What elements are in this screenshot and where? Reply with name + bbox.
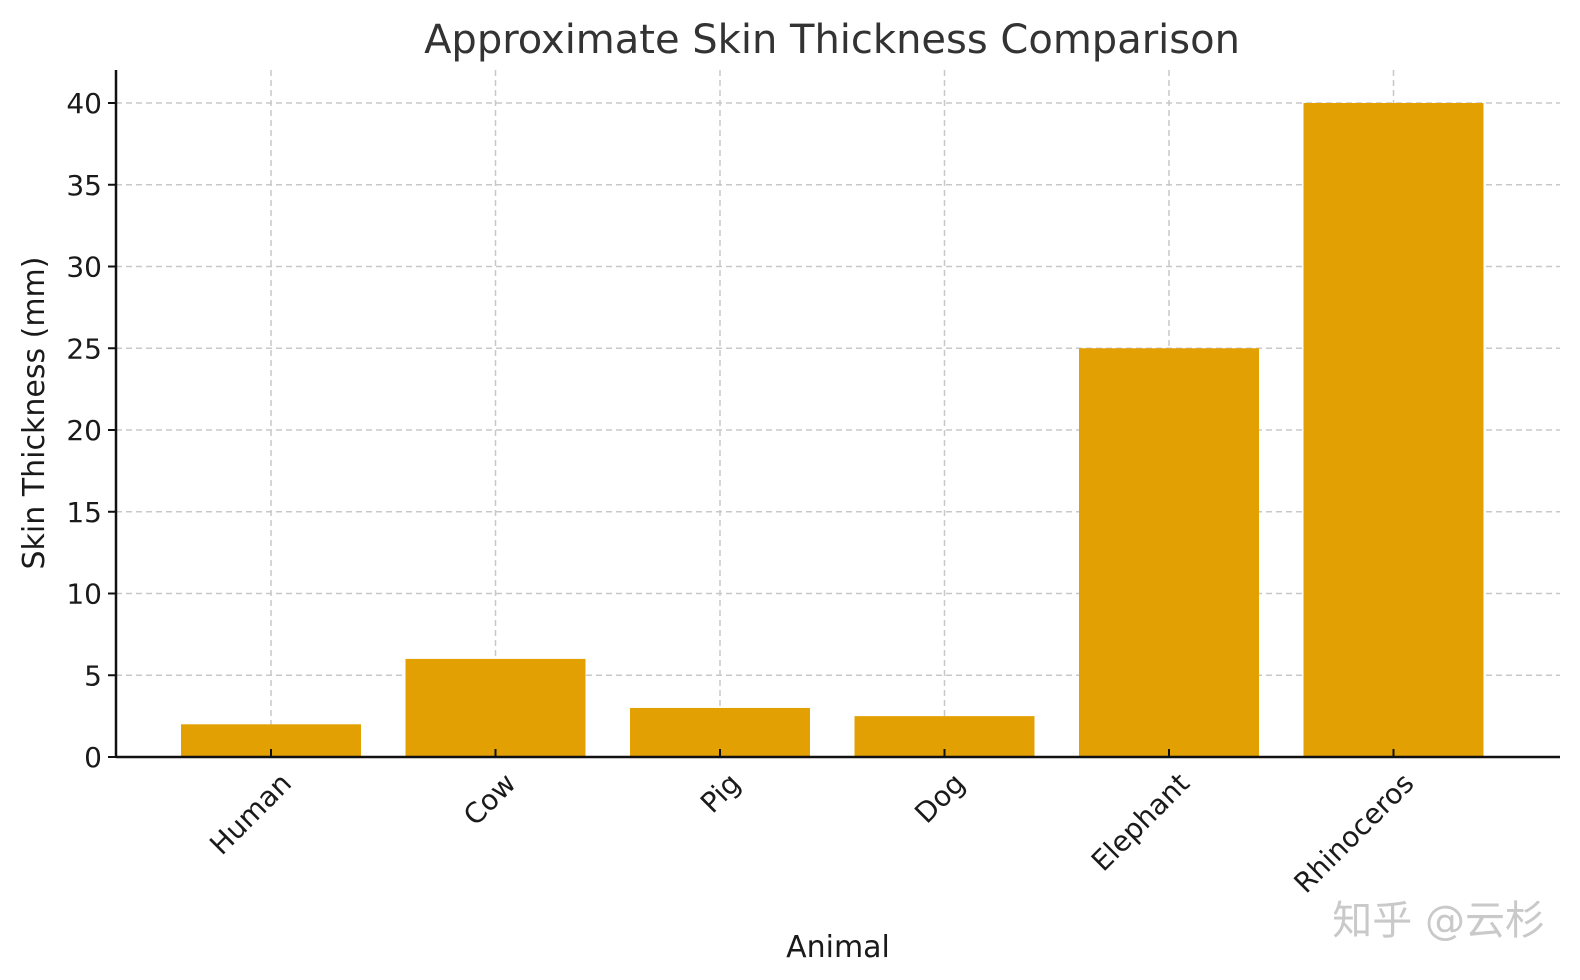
- y-tick-label: 35: [66, 169, 102, 202]
- y-tick-label: 5: [84, 659, 102, 692]
- x-ticks: Human Cow Pig Dog Elephant Rhinoceros: [203, 749, 1420, 900]
- x-tick-label: Pig: [694, 767, 747, 820]
- x-tick-label: Rhinoceros: [1287, 767, 1420, 900]
- bar-rhinoceros: [1303, 103, 1484, 757]
- y-tick-label: 15: [66, 496, 102, 529]
- bar-elephant: [1079, 348, 1259, 757]
- x-tick-label: Elephant: [1085, 767, 1196, 878]
- y-tick-label: 40: [66, 87, 102, 120]
- x-tick-label: Dog: [908, 767, 971, 830]
- x-axis-label: Animal: [786, 930, 890, 965]
- y-ticks: 0 5 10 15 20 25 30 35 40: [66, 87, 116, 774]
- bars: [181, 103, 1484, 757]
- y-tick-label: 30: [66, 251, 102, 284]
- y-tick-label: 0: [84, 741, 102, 774]
- bar-pig: [630, 707, 810, 757]
- watermark: 知乎 @云杉: [1332, 898, 1545, 944]
- bar-cow: [405, 658, 586, 757]
- x-tick-label: Cow: [457, 767, 522, 832]
- y-axis-label: Skin Thickness (mm): [17, 257, 52, 570]
- y-tick-label: 20: [66, 414, 102, 447]
- y-tick-label: 25: [66, 332, 102, 365]
- y-tick-label: 10: [66, 578, 102, 611]
- chart-title: Approximate Skin Thickness Comparison: [424, 17, 1240, 63]
- x-tick-label: Human: [203, 767, 298, 862]
